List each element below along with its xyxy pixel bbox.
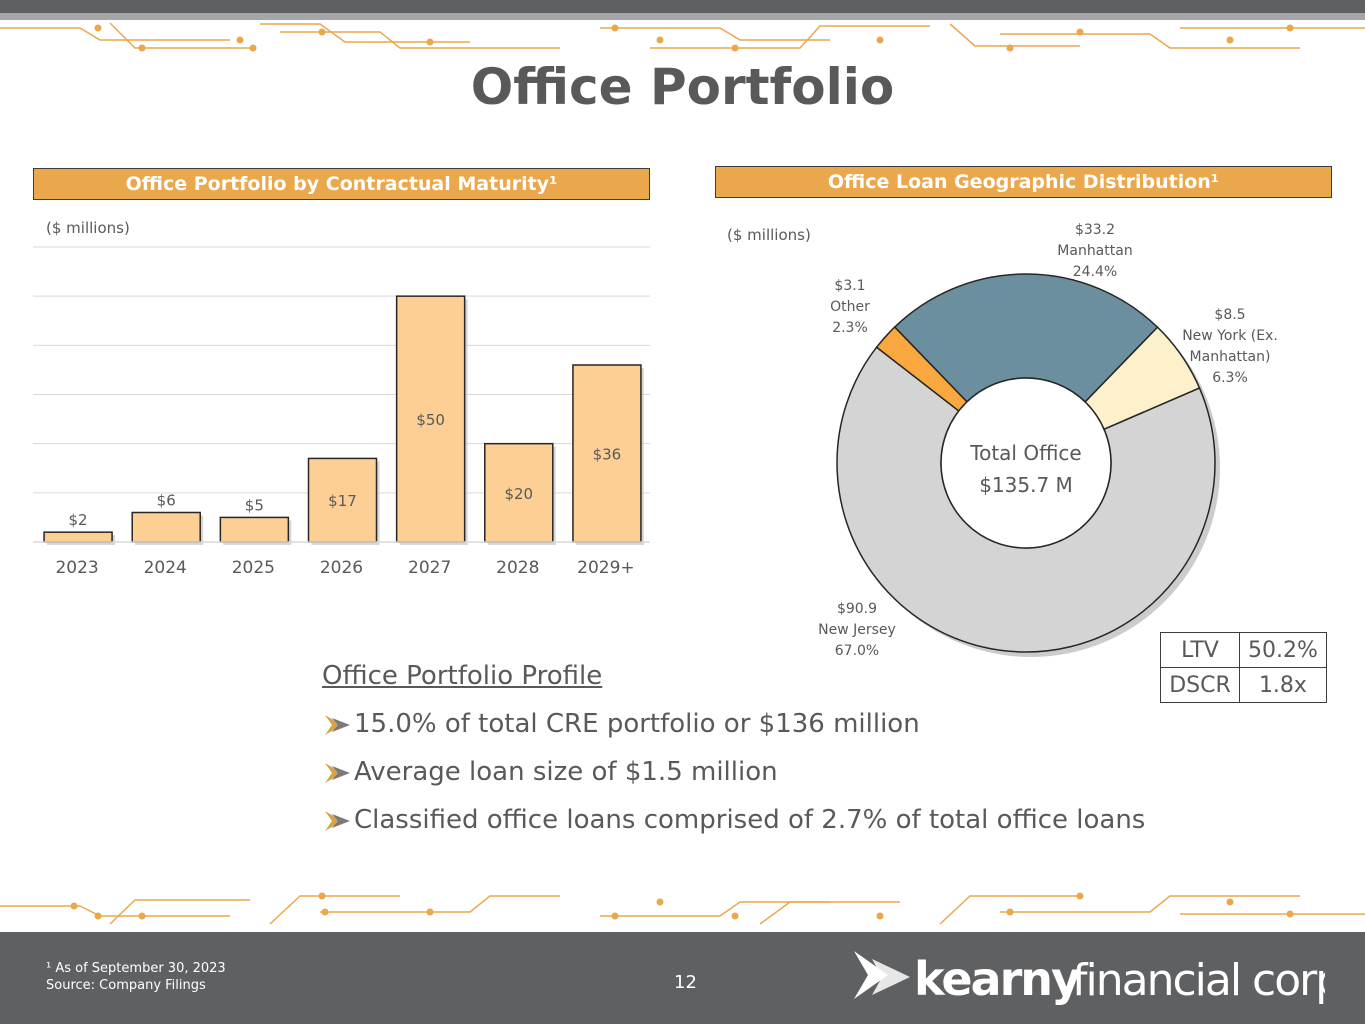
profile-bullet: Classified office loans comprised of 2.7… bbox=[322, 805, 1145, 835]
bar-data-label: $36 bbox=[593, 446, 622, 464]
metric-value: 1.8x bbox=[1239, 667, 1327, 703]
x-tick-label: 2027 bbox=[408, 558, 451, 578]
profile-bullet: Average loan size of $1.5 million bbox=[322, 757, 778, 787]
bar bbox=[131, 511, 201, 543]
bar bbox=[43, 531, 113, 543]
x-tick-label: 2026 bbox=[320, 558, 363, 578]
x-tick-label: 2028 bbox=[496, 558, 539, 578]
metric-label: LTV bbox=[1160, 632, 1240, 668]
metrics-table: LTV 50.2% DSCR 1.8x bbox=[1160, 632, 1327, 703]
page-title: Office Portfolio bbox=[470, 58, 895, 116]
metric-value: 50.2% bbox=[1239, 632, 1327, 668]
top-bar-accent bbox=[0, 13, 1365, 20]
donut-chart-title: Office Loan Geographic Distribution¹ bbox=[715, 166, 1332, 198]
circuit-decoration-bottom bbox=[0, 892, 1365, 925]
chevron-arrow-icon bbox=[325, 714, 350, 735]
slice-label: Other bbox=[830, 299, 870, 315]
footnote: ¹ As of September 30, 2023 Source: Compa… bbox=[46, 960, 226, 994]
metric-row-ltv: LTV 50.2% bbox=[1160, 632, 1327, 668]
metric-label: DSCR bbox=[1160, 667, 1240, 703]
slice-label: 2.3% bbox=[832, 320, 868, 336]
x-tick-label: 2029+ bbox=[577, 558, 635, 578]
company-logo: kearny financial corp. bbox=[850, 945, 1355, 1019]
bar bbox=[484, 442, 554, 543]
top-bar bbox=[0, 0, 1365, 13]
slice-label: $33.2 bbox=[1075, 222, 1115, 238]
donut-chart-unit-label: ($ millions) bbox=[727, 226, 811, 244]
footer-bar bbox=[0, 932, 1365, 1024]
logo-brand-light: financial corp. bbox=[1072, 955, 1325, 1006]
slice-label: $8.5 bbox=[1214, 307, 1245, 323]
profile-title: Office Portfolio Profile bbox=[322, 661, 603, 691]
slice-label: 24.4% bbox=[1073, 264, 1117, 280]
slice-label: $3.1 bbox=[834, 278, 865, 294]
slice-label: $90.9 bbox=[837, 601, 877, 617]
donut-center-value: $135.7 M bbox=[979, 473, 1073, 497]
circuit-decoration-top bbox=[0, 22, 1365, 52]
bar-data-label: $20 bbox=[504, 485, 533, 503]
x-tick-label: 2025 bbox=[232, 558, 275, 578]
chevron-arrow-icon bbox=[325, 762, 350, 783]
bar-chart: $2 2023 $6 2024 $5 2025 $17 2026 $50 2027 $20 2028 $… bbox=[33, 246, 650, 578]
profile-bullet-text: Classified office loans comprised of 2.7… bbox=[354, 805, 1146, 835]
chevron-arrow-icon bbox=[325, 810, 350, 831]
donut-hole bbox=[940, 377, 1112, 549]
bar-data-label: $2 bbox=[69, 511, 88, 529]
footnote-date: ¹ As of September 30, 2023 bbox=[46, 961, 226, 976]
profile-bullet: 15.0% of total CRE portfolio or $136 mil… bbox=[322, 709, 920, 739]
profile-bullet-text: 15.0% of total CRE portfolio or $136 mil… bbox=[354, 709, 920, 739]
slice-label: Manhattan bbox=[1057, 243, 1132, 259]
metric-row-dscr: DSCR 1.8x bbox=[1160, 667, 1327, 703]
slice-label: New York (Ex. bbox=[1182, 328, 1278, 344]
slice-label: New Jersey bbox=[818, 622, 896, 638]
footnote-source: Source: Company Filings bbox=[46, 978, 206, 993]
page-number: 12 bbox=[674, 972, 697, 993]
bar bbox=[572, 364, 642, 543]
slice-label: Manhattan) bbox=[1190, 349, 1271, 365]
donut-center-label: Total Office bbox=[969, 441, 1081, 465]
bar-data-label: $6 bbox=[157, 492, 176, 510]
x-tick-label: 2023 bbox=[55, 558, 98, 578]
bar-chart-unit-label: ($ millions) bbox=[46, 219, 130, 237]
kearny-logo-icon: kearny financial corp. bbox=[854, 951, 1355, 1006]
logo-brand-bold: kearny bbox=[914, 952, 1081, 1006]
bar-data-label: $5 bbox=[245, 496, 264, 514]
slice-label: 6.3% bbox=[1212, 370, 1248, 386]
donut-chart: $33.2 Manhattan 24.4% $8.5 New York (Ex. Manh… bbox=[818, 222, 1278, 659]
bar-chart-title: Office Portfolio by Contractual Maturity… bbox=[33, 168, 650, 200]
bar-data-label: $17 bbox=[328, 492, 357, 510]
x-tick-label: 2024 bbox=[144, 558, 187, 578]
bar bbox=[219, 516, 290, 543]
profile-bullet-text: Average loan size of $1.5 million bbox=[354, 757, 778, 787]
slice-label: 67.0% bbox=[835, 643, 879, 659]
bar-data-label: $50 bbox=[416, 411, 445, 429]
